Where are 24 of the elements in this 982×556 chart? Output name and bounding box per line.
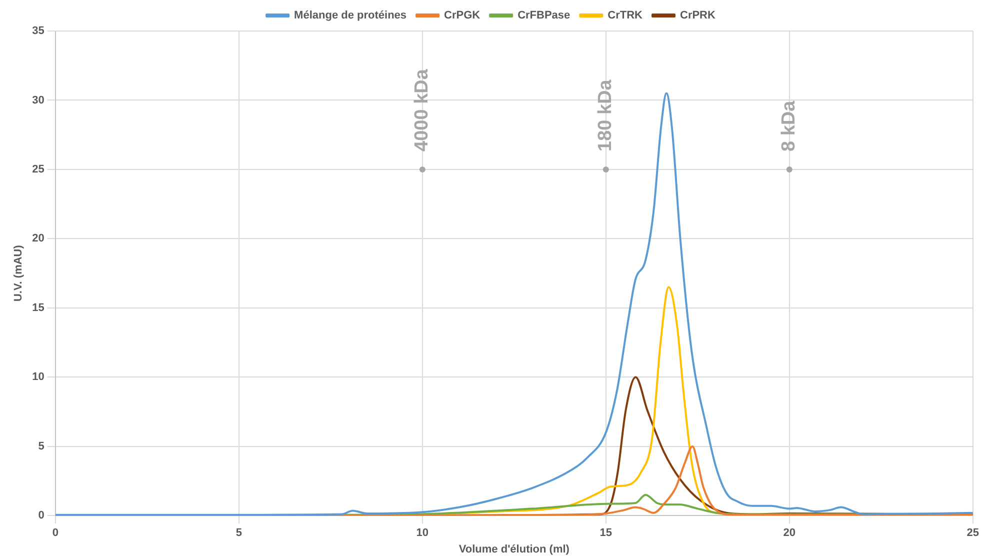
y-tick-label: 20	[32, 232, 44, 245]
y-tick-label: 10	[32, 371, 44, 384]
y-tick-label: 35	[32, 25, 44, 38]
legend-label: CrPGK	[444, 10, 480, 22]
legend-label: CrTRK	[608, 10, 643, 22]
x-tick-label: 5	[236, 527, 242, 540]
y-tick-label: 0	[38, 510, 44, 522]
y-tick-label: 30	[32, 94, 44, 106]
annotation: 8 kDa	[778, 100, 800, 152]
y-tick-label: 25	[32, 163, 44, 176]
x-tick-label: 25	[966, 527, 980, 540]
legend-label: CrPRK	[680, 10, 716, 22]
y-tick-label: 15	[32, 302, 44, 314]
annotation: 180 kDa	[595, 79, 616, 152]
x-tick-label: 0	[52, 527, 58, 540]
annotation: 4000 kDa	[412, 68, 433, 152]
y-axis-title: U.V. (mAU)	[12, 244, 25, 302]
x-tick-label: 20	[783, 527, 796, 540]
legend-label: Mélange de protéines	[294, 10, 407, 22]
x-axis-title: Volume d'élution (ml)	[458, 543, 570, 556]
x-tick-label: 15	[600, 527, 612, 540]
x-tick-label: 10	[416, 527, 429, 540]
y-tick-label: 5	[38, 440, 44, 452]
legend-label: CrFBPase	[518, 10, 570, 22]
